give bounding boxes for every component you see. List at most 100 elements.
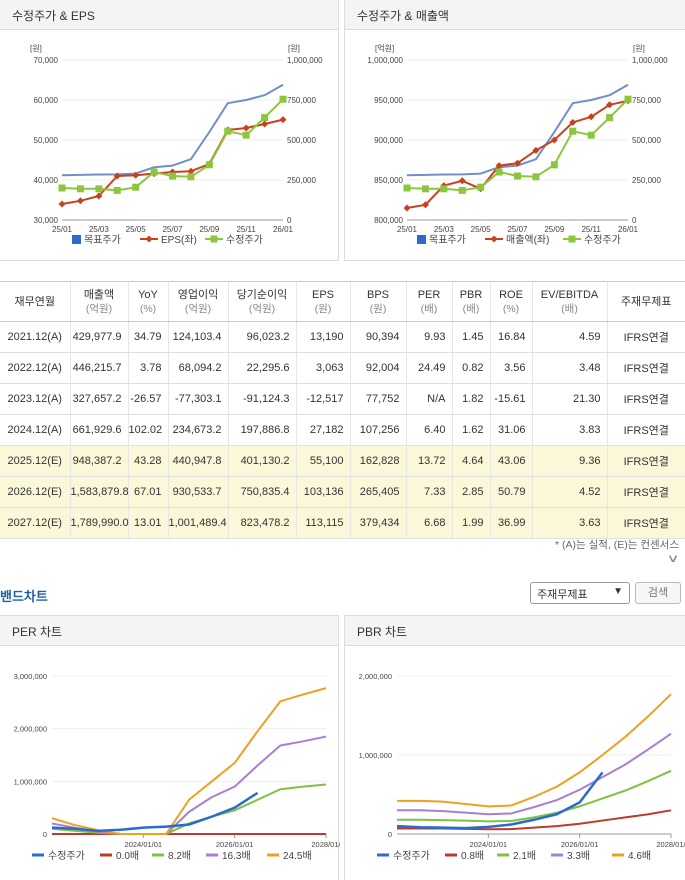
pbr-chart: 2,000,000 1,000,000 0 2024/01/01 2026/01/01 2… [359, 672, 685, 862]
x-axis-tick: 25/09 [544, 225, 565, 234]
band-chart-heading: 밴드차트 [0, 589, 48, 604]
column-header-label: EPS [311, 288, 334, 301]
legend-label: 0.8배 [461, 850, 484, 862]
table-cell: 7.33 [405, 476, 452, 508]
table-body: 2021.12(A) 429,977.9 34.79 124,103.4 96,023.… [0, 321, 685, 539]
pbr-chart-title: PBR 차트 [345, 616, 685, 646]
legend-label: 0.0배 [116, 850, 139, 862]
right-axis-tick: 250,000 [632, 176, 661, 185]
legend-label: 수정주가 [393, 850, 430, 862]
table-cell: -12,517 [295, 383, 350, 415]
table-cell: 9.93 [405, 321, 452, 353]
table-cell: -15.61 [489, 383, 532, 415]
table-cell: 113,115 [295, 507, 350, 539]
data-point [532, 146, 540, 154]
x-axis-tick: 2024/01/01 [125, 840, 163, 849]
table-cell: 6.68 [405, 507, 452, 539]
revenue-chart: [억원] [원] 1,000,000 950,000 900,000 850,000 800… [367, 43, 668, 246]
legend-label: 목표주가 [84, 234, 121, 246]
table-cell: 24.49 [405, 352, 452, 384]
column-header: PBR (배) [451, 281, 490, 322]
column-header-unit: (배) [561, 302, 578, 315]
table-cell: 401,130.2 [227, 445, 296, 477]
column-header-label: BPS [366, 288, 389, 301]
table-cell: 77,752 [349, 383, 406, 415]
table-cell: 6.40 [405, 414, 452, 446]
right-axis-tick: 0 [632, 216, 637, 225]
y-axis-tick: 0 [388, 830, 392, 839]
table-cell: 13.72 [405, 445, 452, 477]
x-axis-tick: 25/05 [126, 225, 147, 234]
left-axis-tick: 60,000 [34, 96, 59, 105]
left-axis-unit: [원] [30, 44, 42, 53]
right-axis-unit: [원] [288, 44, 300, 53]
table-cell: 3,063 [295, 352, 350, 384]
column-header: ROE (%) [489, 281, 532, 322]
per-chart-panel: PER 차트 3,000,000 2,000,000 1,000,000 0 2024/… [0, 615, 340, 880]
column-header: 재무연월 [0, 281, 70, 322]
data-point [242, 124, 250, 132]
table-cell: 50.79 [489, 476, 532, 508]
legend-label: 매출액(좌) [506, 234, 549, 246]
x-axis-tick: 26/01 [618, 225, 639, 234]
legend-label: 16.3배 [222, 850, 251, 862]
table-cell: 68,094.2 [167, 352, 228, 384]
legend-swatch [210, 235, 218, 243]
eps-chart-title: 수정주가 & EPS [0, 0, 338, 30]
table-cell: 22,295.6 [227, 352, 296, 384]
data-point [458, 186, 466, 194]
per-chart: 3,000,000 2,000,000 1,000,000 0 2024/01/01 20… [14, 672, 340, 862]
data-point [113, 186, 121, 194]
legend-label: 2.1배 [513, 850, 536, 862]
table-cell: 13,190 [295, 321, 350, 353]
left-axis-tick: 900,000 [374, 136, 403, 145]
table-cell: IFRS연결 [606, 445, 685, 477]
data-point [58, 184, 66, 192]
table-cell: 823,478.2 [227, 507, 296, 539]
column-header: 영업이익 (억원) [167, 281, 228, 322]
column-header-label: PER [417, 288, 441, 301]
column-header-unit: (%) [139, 302, 157, 315]
data-point [150, 168, 158, 176]
data-point [261, 114, 269, 122]
data-point [403, 204, 411, 212]
table-cell: 27,182 [295, 414, 350, 446]
table-cell: 107,256 [349, 414, 406, 446]
table-cell: 661,929.6 [69, 414, 128, 446]
band-line [397, 732, 672, 816]
table-cell: 36.99 [489, 507, 532, 539]
y-axis-tick: 2,000,000 [14, 725, 47, 734]
x-axis-tick: 25/03 [434, 225, 455, 234]
table-cell: IFRS연결 [606, 383, 685, 415]
left-axis-tick: 40,000 [34, 176, 59, 185]
table-cell: 1.99 [451, 507, 490, 539]
table-row: 2022.12(A) 446,215.7 3.78 68,094.2 22,295.6 3… [0, 352, 685, 384]
table-header-row: 재무연월 매출액 (억원) YoY (%) 영업이익 (억원) 당기순이익 (억원) EPS (원)… [0, 281, 685, 322]
column-header: 주재무제표 [606, 281, 685, 322]
right-axis-tick: 750,000 [287, 96, 316, 105]
table-cell: 43.06 [489, 445, 532, 477]
column-header-unit: (배) [420, 302, 438, 315]
legend-swatch [568, 235, 576, 243]
statement-select[interactable]: 주재무제표 ▼ [530, 582, 630, 604]
band-line [51, 783, 327, 835]
x-axis-tick: 2028/01/ [656, 840, 685, 849]
column-header: YoY (%) [127, 281, 168, 322]
right-axis-tick: 500,000 [632, 136, 661, 145]
search-button[interactable]: 검색 [635, 582, 681, 604]
data-point [477, 183, 485, 191]
table-row: 2024.12(A) 661,929.6 102.02 234,673.2 197,88… [0, 414, 685, 446]
price-line [51, 791, 259, 833]
table-cell: 103,136 [295, 476, 350, 508]
table-cell: 34.79 [127, 321, 168, 353]
y-axis-tick: 2,000,000 [359, 672, 392, 681]
table-cell: 750,835.4 [227, 476, 296, 508]
price-line [396, 771, 604, 830]
left-axis-tick: 800,000 [374, 216, 403, 225]
column-header: EV/EBITDA (배) [531, 281, 607, 322]
table-cell: 3.63 [531, 507, 607, 539]
column-header-label: 당기순이익 [236, 288, 288, 301]
chevron-down-icon[interactable]: ∨ [666, 553, 680, 565]
data-point [624, 95, 632, 103]
table-cell: 948,387.2 [69, 445, 128, 477]
